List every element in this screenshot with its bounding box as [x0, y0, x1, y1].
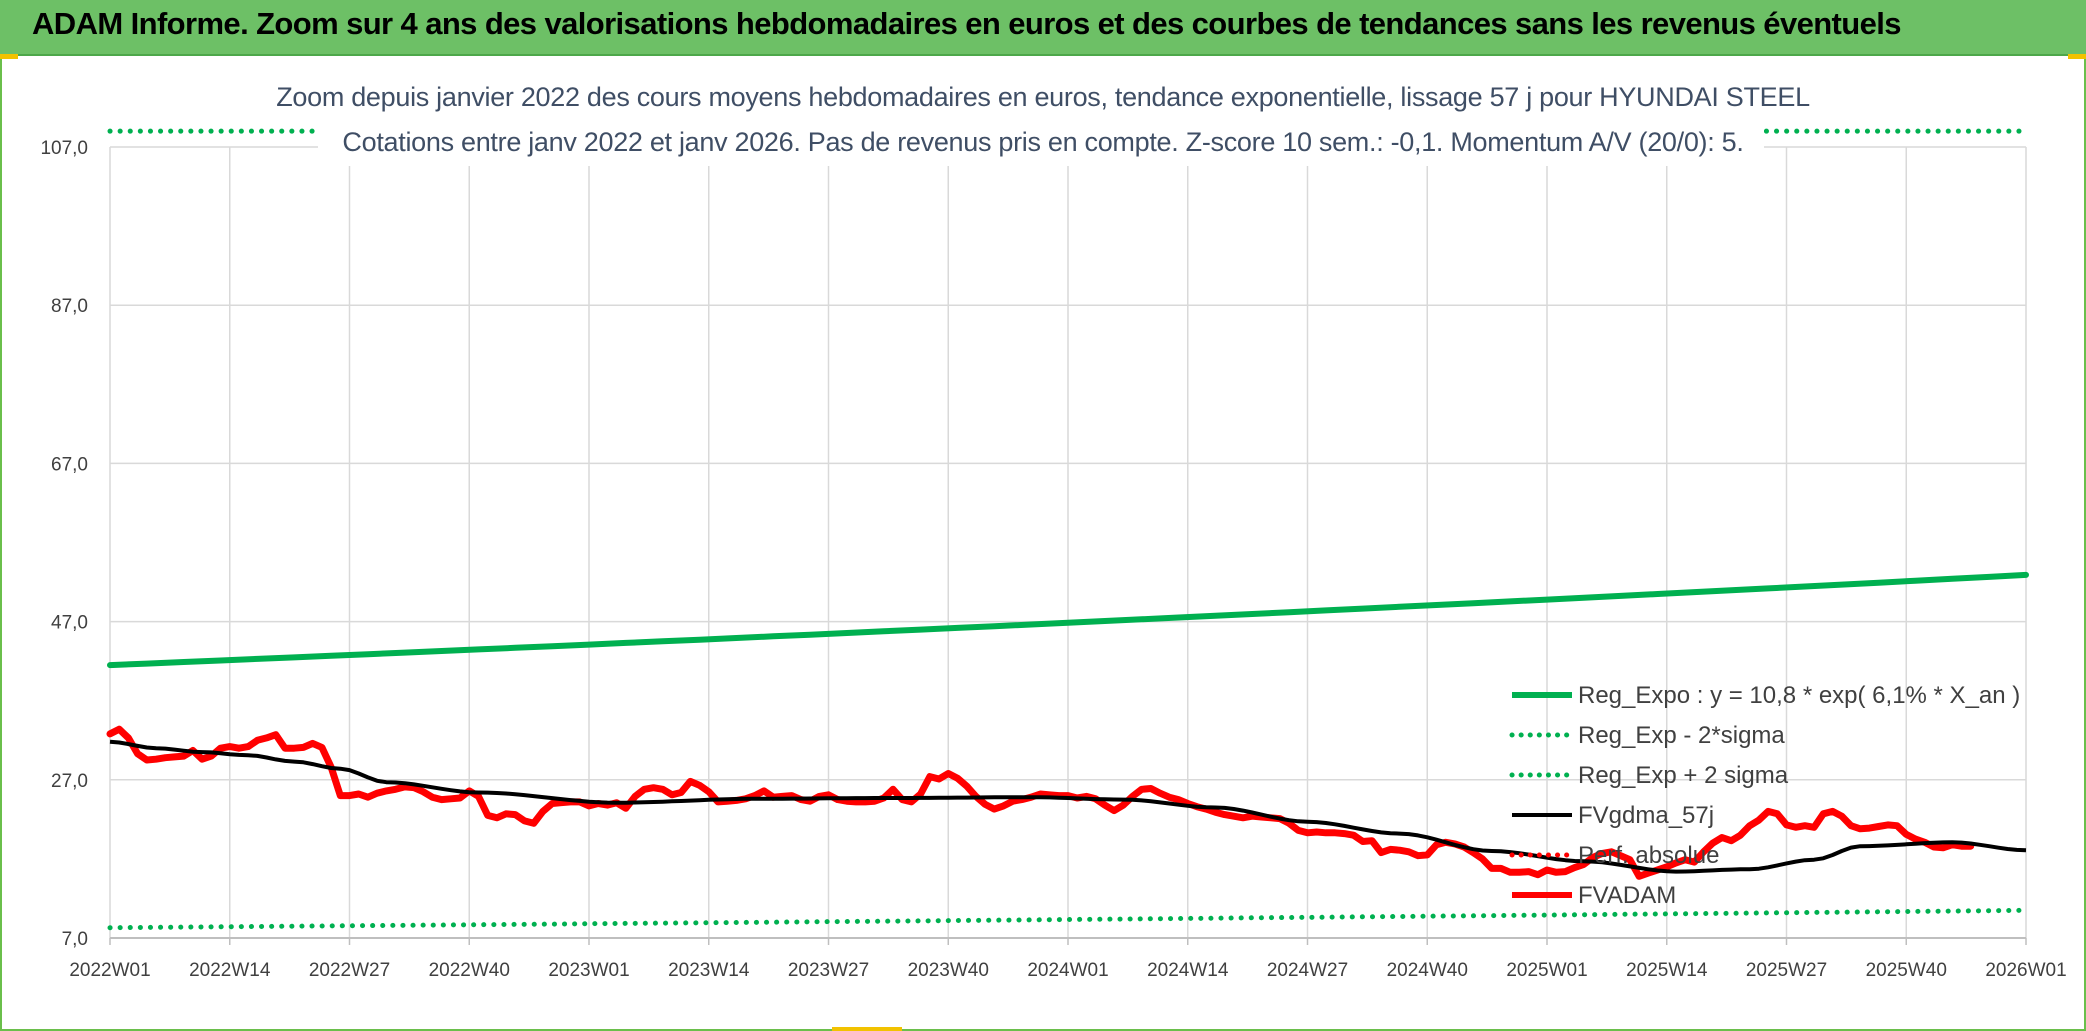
chart-title: Zoom depuis janvier 2022 des cours moyen… [276, 82, 1810, 112]
x-tick-label: 2023W14 [668, 960, 750, 981]
x-tick-label: 2024W01 [1027, 960, 1108, 981]
x-tick-label: 2025W01 [1506, 960, 1587, 981]
x-tick-label: 2024W14 [1147, 960, 1229, 981]
x-tick-label: 2023W01 [548, 960, 629, 981]
x-tick-label: 2026W01 [1985, 960, 2066, 981]
y-tick-label: 67,0 [51, 454, 88, 475]
y-tick-label: 107,0 [40, 138, 88, 159]
x-tick-label: 2025W14 [1626, 960, 1708, 981]
x-tick-label: 2022W01 [69, 960, 150, 981]
x-tick-label: 2022W27 [309, 960, 390, 981]
grid [109, 146, 2027, 939]
x-tick-label: 2023W40 [908, 960, 989, 981]
x-tick-label: 2024W27 [1267, 960, 1348, 981]
y-tick-label: 7,0 [62, 929, 88, 950]
legend-label: Reg_Exp + 2 sigma [1578, 762, 1789, 789]
corner-mark-right [2068, 54, 2086, 59]
legend-label: Perf. absolue [1578, 842, 1719, 869]
chart-subtitle: Cotations entre janv 2022 et janv 2026. … [342, 127, 1744, 157]
x-tick-label: 2025W27 [1746, 960, 1827, 981]
x-axis: 2022W01 2022W14 2022W27 2022W40 2023W01 2023W… [69, 937, 2067, 981]
header-banner: ADAM Informe. Zoom sur 4 ans des valoris… [0, 0, 2086, 56]
x-tick-label: 2022W14 [189, 960, 271, 981]
y-tick-label: 87,0 [51, 296, 88, 317]
bottom-mark [832, 1027, 902, 1031]
x-tick-label: 2022W40 [429, 960, 510, 981]
y-tick-label: 27,0 [51, 771, 88, 792]
subtitle-background [318, 78, 1764, 166]
legend-label: FVgdma_57j [1578, 802, 1714, 829]
series-reg-exp-minus-2sigma [107, 907, 2029, 931]
x-tick-label: 2024W40 [1387, 960, 1468, 981]
x-tick-label: 2023W27 [788, 960, 869, 981]
y-axis: 107,0 87,0 67,0 47,0 27,0 7,0 [40, 138, 88, 950]
legend-label: Reg_Expo : y = 10,8 * exp( 6,1% * X_an ) [1578, 682, 2020, 709]
page-title: ADAM Informe. Zoom sur 4 ans des valoris… [32, 6, 1902, 41]
series-fvgdma-57j [109, 739, 2027, 874]
y-tick-label: 47,0 [51, 613, 88, 634]
x-tick-label: 2025W40 [1866, 960, 1947, 981]
corner-mark-left [0, 54, 18, 59]
legend: Reg_Expo : y = 10,8 * exp( 6,1% * X_an )… [1509, 682, 2020, 909]
series-reg-expo [107, 571, 2029, 669]
legend-label: Reg_Exp - 2*sigma [1578, 722, 1785, 749]
legend-label: FVADAM [1578, 882, 1676, 909]
